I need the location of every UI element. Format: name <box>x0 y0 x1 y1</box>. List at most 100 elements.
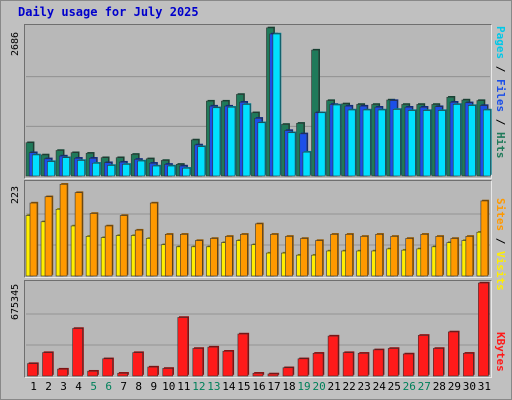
sites-bar-6 <box>104 225 113 277</box>
pages-bar-13 <box>212 107 221 177</box>
sites-bar-1 <box>29 202 38 277</box>
kbytes-bar-18 <box>282 367 294 377</box>
sites-bar-20 <box>315 240 323 277</box>
day-label-6: 6 <box>105 380 112 393</box>
kbytes-bar-31 <box>478 282 489 377</box>
sites-bar-21 <box>330 233 338 277</box>
sites-bar-18 <box>285 236 293 277</box>
day-label-22: 22 <box>342 380 356 393</box>
kbytes-bar-28 <box>433 348 444 377</box>
pages-bar-14 <box>227 106 236 177</box>
pages-bar-23 <box>362 109 371 177</box>
pages-bar-12 <box>197 146 206 177</box>
day-label-14: 14 <box>222 380 236 393</box>
pages-bar-4 <box>77 160 85 177</box>
day-label-10: 10 <box>162 380 176 393</box>
sites-bar-16 <box>255 223 263 277</box>
sites-bar-7 <box>119 215 128 277</box>
sites-bar-28 <box>435 236 444 277</box>
pages-bar-11 <box>182 167 191 177</box>
kbytes-bar-6 <box>102 358 113 377</box>
sites-bar-29 <box>450 238 459 277</box>
day-label-24: 24 <box>372 380 386 393</box>
kbytes-bar-11 <box>177 317 189 377</box>
pages-bar-1 <box>32 154 40 177</box>
kbytes-bar-8 <box>132 352 144 377</box>
pages-bar-29 <box>452 104 461 177</box>
day-label-7: 7 <box>120 380 127 393</box>
kbytes-bar-10 <box>162 368 174 377</box>
day-label-2: 2 <box>45 380 52 393</box>
kbytes-bar-2 <box>42 352 53 377</box>
pages-bar-9 <box>152 165 161 177</box>
sites-bar-27 <box>420 233 429 277</box>
day-label-13: 13 <box>207 380 221 393</box>
sites-bar-3 <box>59 183 68 277</box>
day-label-21: 21 <box>327 380 341 393</box>
pages-bar-7 <box>122 164 131 177</box>
sites-bar-9 <box>149 202 158 277</box>
sites-bar-12 <box>195 240 203 277</box>
pages-bar-20 <box>317 112 326 177</box>
sites-bar-15 <box>240 233 248 277</box>
kbytes-bar-1 <box>27 363 38 377</box>
pages-bar-10 <box>167 165 176 177</box>
kbytes-bar-29 <box>448 331 459 377</box>
pages-bar-5 <box>92 162 101 177</box>
pages-bar-6 <box>107 165 116 177</box>
sites-bar-5 <box>89 213 98 277</box>
sites-bar-17 <box>270 233 278 277</box>
kbytes-bar-9 <box>147 366 159 377</box>
day-label-31: 31 <box>477 380 492 393</box>
kbytes-bar-4 <box>72 328 83 377</box>
sites-bar-26 <box>405 238 414 277</box>
pages-bar-2 <box>47 161 55 177</box>
sites-bar-19 <box>300 238 308 277</box>
day-label-29: 29 <box>447 380 461 393</box>
kbytes-bar-16 <box>252 372 264 377</box>
chart-title: Daily usage for July 2025 <box>18 5 199 19</box>
pages-bar-24 <box>377 109 386 177</box>
day-label-17: 17 <box>267 380 281 393</box>
sites-bar-30 <box>465 236 474 277</box>
pages-bar-8 <box>137 160 146 177</box>
sites-bar-22 <box>345 233 353 277</box>
sites-bar-2 <box>44 196 53 277</box>
kbytes-bar-13 <box>207 346 219 377</box>
kbytes-bar-26 <box>402 353 414 377</box>
pages-bar-16 <box>257 122 266 177</box>
kbytes-bar-22 <box>342 352 354 377</box>
kbytes-bar-5 <box>87 370 98 377</box>
day-label-16: 16 <box>252 380 266 393</box>
pages-bar-21 <box>332 104 341 177</box>
sites-bar-8 <box>134 229 143 277</box>
day-label-19: 19 <box>297 380 311 393</box>
pages-bar-30 <box>467 105 476 177</box>
day-label-11: 11 <box>177 380 191 393</box>
sites-bar-14 <box>225 236 233 277</box>
day-label-23: 23 <box>357 380 371 393</box>
day-label-18: 18 <box>282 380 296 393</box>
day-label-5: 5 <box>90 380 97 393</box>
sites-bar-31 <box>480 200 489 277</box>
kbytes-bar-14 <box>222 350 234 377</box>
pages-bar-31 <box>482 109 491 177</box>
pages-bar-28 <box>437 110 446 177</box>
kbytes-bar-15 <box>237 333 249 377</box>
day-label-4: 4 <box>75 380 82 393</box>
sites-bar-4 <box>74 192 83 277</box>
pages-bar-15 <box>242 104 251 177</box>
kbytes-bar-7 <box>117 372 128 377</box>
kbytes-bar-24 <box>372 349 384 377</box>
kbytes-bar-21 <box>327 335 339 377</box>
pages-bar-27 <box>422 110 431 177</box>
kbytes-bar-12 <box>192 348 204 377</box>
day-label-26: 26 <box>402 380 416 393</box>
kbytes-bar-17 <box>267 373 279 377</box>
sites-bar-11 <box>180 233 188 277</box>
day-label-1: 1 <box>30 380 37 393</box>
kbytes-bar-19 <box>297 358 309 377</box>
day-label-27: 27 <box>417 380 431 393</box>
day-label-25: 25 <box>387 380 401 393</box>
pages-bar-17 <box>272 33 281 177</box>
